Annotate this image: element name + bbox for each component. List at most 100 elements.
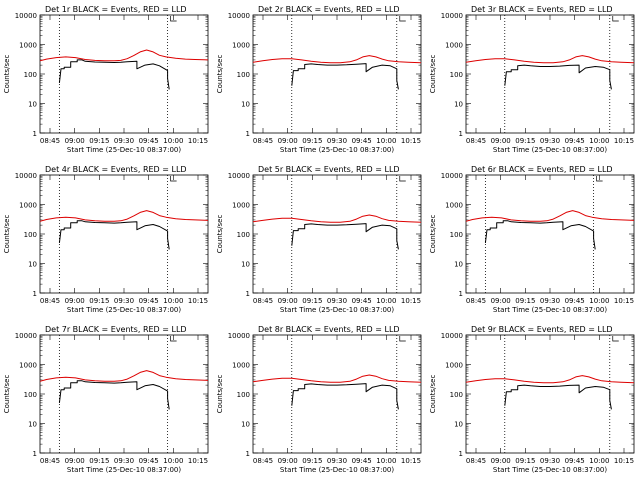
x-tick-label: 09:45 xyxy=(565,457,585,465)
y-tick-label: 10 xyxy=(28,101,37,109)
x-axis-label: Start Time (25-Dec-10 08:37:00) xyxy=(493,466,607,474)
y-axis-label: Counts/sec xyxy=(429,375,437,414)
x-tick-label: 09:30 xyxy=(114,137,134,145)
chart-panel-8: Det 8r BLACK = Events, RED = LLD 1 10 100 10… xyxy=(216,325,422,474)
x-tick-label: 09:45 xyxy=(139,137,159,145)
x-tick-label: 08:45 xyxy=(466,297,486,305)
plot-frame xyxy=(465,334,635,454)
x-tick-label: 10:15 xyxy=(188,137,208,145)
x-tick-label: 08:45 xyxy=(253,297,273,305)
x-tick-label: 09:15 xyxy=(515,297,535,305)
x-tick-label: 09:45 xyxy=(352,137,372,145)
x-tick-label: 10:15 xyxy=(614,137,634,145)
y-tick-label: 1 xyxy=(246,290,250,298)
x-tick-label: 09:45 xyxy=(352,457,372,465)
x-axis-label: Start Time (25-Dec-10 08:37:00) xyxy=(280,466,394,474)
y-axis-label: Counts/sec xyxy=(216,55,224,94)
y-axis-label: Counts/sec xyxy=(3,215,11,254)
y-tick-label: 100 xyxy=(237,391,250,399)
x-tick-label: 10:00 xyxy=(376,457,396,465)
x-tick-label: 09:00 xyxy=(491,457,511,465)
plot-frame xyxy=(465,174,635,294)
series-line-lld xyxy=(39,370,209,382)
bracket-marker xyxy=(170,336,177,342)
x-tick-label: 08:45 xyxy=(253,137,273,145)
bracket-marker xyxy=(170,176,177,182)
plot-frame xyxy=(465,14,635,134)
y-tick-label: 1 xyxy=(246,450,250,458)
x-tick-label: 09:30 xyxy=(114,457,134,465)
x-tick-label: 10:15 xyxy=(401,137,421,145)
x-tick-label: 09:00 xyxy=(491,297,511,305)
x-tick-label: 09:00 xyxy=(65,137,85,145)
x-tick-label: 09:00 xyxy=(278,457,298,465)
x-tick-label: 09:45 xyxy=(565,137,585,145)
y-tick-label: 1000 xyxy=(232,362,250,370)
x-tick-label: 08:45 xyxy=(466,457,486,465)
y-tick-label: 10000 xyxy=(228,12,250,20)
bracket-marker xyxy=(170,16,177,22)
x-axis-label: Start Time (25-Dec-10 08:37:00) xyxy=(67,466,181,474)
y-tick-label: 10 xyxy=(28,261,37,269)
y-tick-label: 1 xyxy=(33,130,37,138)
x-tick-label: 09:30 xyxy=(327,457,347,465)
series-line-lld xyxy=(39,49,209,62)
chart-title: Det 3r BLACK = Events, RED = LLD xyxy=(471,5,613,14)
series-line-events xyxy=(504,384,612,410)
chart-title: Det 7r BLACK = Events, RED = LLD xyxy=(45,325,187,334)
plot-frame xyxy=(252,174,422,294)
plot-frame xyxy=(252,334,422,454)
series-line-lld xyxy=(465,375,635,384)
chart-title: Det 1r BLACK = Events, RED = LLD xyxy=(45,5,187,14)
x-tick-label: 09:30 xyxy=(540,137,560,145)
chart-panel-9: Det 9r BLACK = Events, RED = LLD 1 10 100 10… xyxy=(429,325,635,474)
x-tick-label: 09:15 xyxy=(515,457,535,465)
bracket-marker xyxy=(399,176,406,182)
y-tick-label: 10 xyxy=(241,101,250,109)
y-tick-label: 1 xyxy=(459,450,463,458)
x-tick-label: 08:45 xyxy=(40,457,60,465)
x-tick-label: 10:00 xyxy=(163,137,183,145)
y-tick-label: 1000 xyxy=(19,42,37,50)
bracket-marker xyxy=(399,336,406,342)
y-axis-label: Counts/sec xyxy=(429,55,437,94)
x-tick-label: 09:15 xyxy=(302,297,322,305)
x-tick-label: 10:15 xyxy=(188,457,208,465)
x-axis-label: Start Time (25-Dec-10 08:37:00) xyxy=(493,306,607,314)
x-tick-label: 10:00 xyxy=(589,457,609,465)
y-axis-label: Counts/sec xyxy=(429,215,437,254)
x-tick-label: 09:15 xyxy=(302,137,322,145)
series-line-lld xyxy=(252,214,422,223)
x-tick-label: 10:00 xyxy=(376,137,396,145)
y-tick-label: 10000 xyxy=(15,332,37,340)
series-line-events xyxy=(484,220,596,250)
chart-panel-3: Det 3r BLACK = Events, RED = LLD 1 10 100 10… xyxy=(429,5,635,154)
y-axis-label: Counts/sec xyxy=(3,375,11,414)
y-tick-label: 1 xyxy=(33,450,37,458)
chart-title: Det 4r BLACK = Events, RED = LLD xyxy=(45,165,187,174)
x-axis-label: Start Time (25-Dec-10 08:37:00) xyxy=(67,146,181,154)
x-tick-label: 08:45 xyxy=(466,137,486,145)
x-tick-label: 09:30 xyxy=(327,297,347,305)
x-axis-label: Start Time (25-Dec-10 08:37:00) xyxy=(280,146,394,154)
y-tick-label: 10 xyxy=(454,261,463,269)
x-axis-label: Start Time (25-Dec-10 08:37:00) xyxy=(493,146,607,154)
y-tick-label: 1000 xyxy=(445,202,463,210)
x-tick-label: 10:00 xyxy=(163,457,183,465)
series-line-events xyxy=(291,63,399,90)
x-tick-label: 09:00 xyxy=(278,137,298,145)
y-tick-label: 10 xyxy=(454,421,463,429)
x-tick-label: 10:00 xyxy=(589,137,609,145)
y-tick-label: 10 xyxy=(454,101,463,109)
bracket-marker xyxy=(612,16,619,22)
series-line-events xyxy=(58,220,170,250)
series-line-lld xyxy=(465,55,635,64)
x-tick-label: 10:15 xyxy=(188,297,208,305)
series-line-lld xyxy=(252,374,422,383)
y-tick-label: 100 xyxy=(450,71,463,79)
x-tick-label: 09:15 xyxy=(302,457,322,465)
x-tick-label: 09:45 xyxy=(139,457,159,465)
x-tick-label: 08:45 xyxy=(253,457,273,465)
